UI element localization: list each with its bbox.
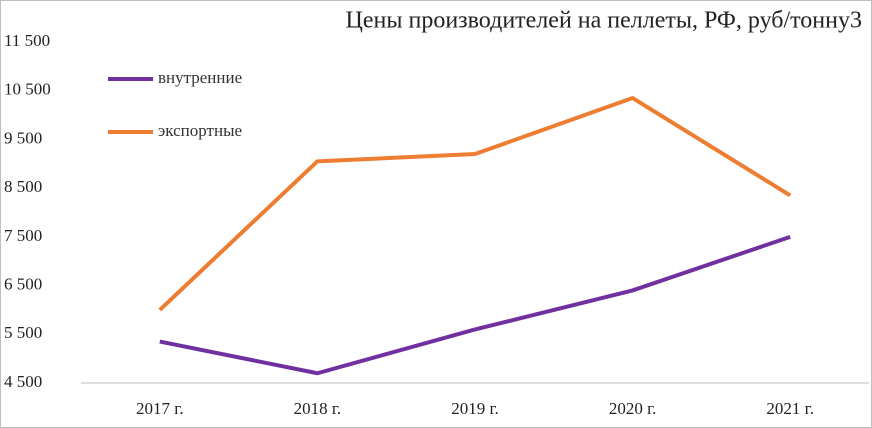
x-tick-label: 2018 г. xyxy=(294,399,342,418)
y-tick-label: 6 500 xyxy=(4,274,42,293)
y-tick-label: 7 500 xyxy=(4,226,42,245)
x-tick-label: 2019 г. xyxy=(451,399,499,418)
y-tick-label: 8 500 xyxy=(4,177,42,196)
y-tick-label: 10 500 xyxy=(4,80,51,99)
legend-label: внутренние xyxy=(158,68,242,87)
y-tick-label: 5 500 xyxy=(4,323,42,342)
series-line xyxy=(159,234,791,376)
x-tick-label: 2021 г. xyxy=(766,399,814,418)
legend-label: экспортные xyxy=(158,121,242,140)
series-line xyxy=(158,96,792,312)
chart-title: Цены производителей на пеллеты, РФ, руб/… xyxy=(346,8,862,34)
y-tick-label: 9 500 xyxy=(4,128,42,147)
y-tick-label: 4 500 xyxy=(4,372,42,391)
y-tick-label: 11 500 xyxy=(4,31,50,50)
x-tick-label: 2020 г. xyxy=(609,399,657,418)
x-tick-label: 2017 г. xyxy=(136,399,184,418)
